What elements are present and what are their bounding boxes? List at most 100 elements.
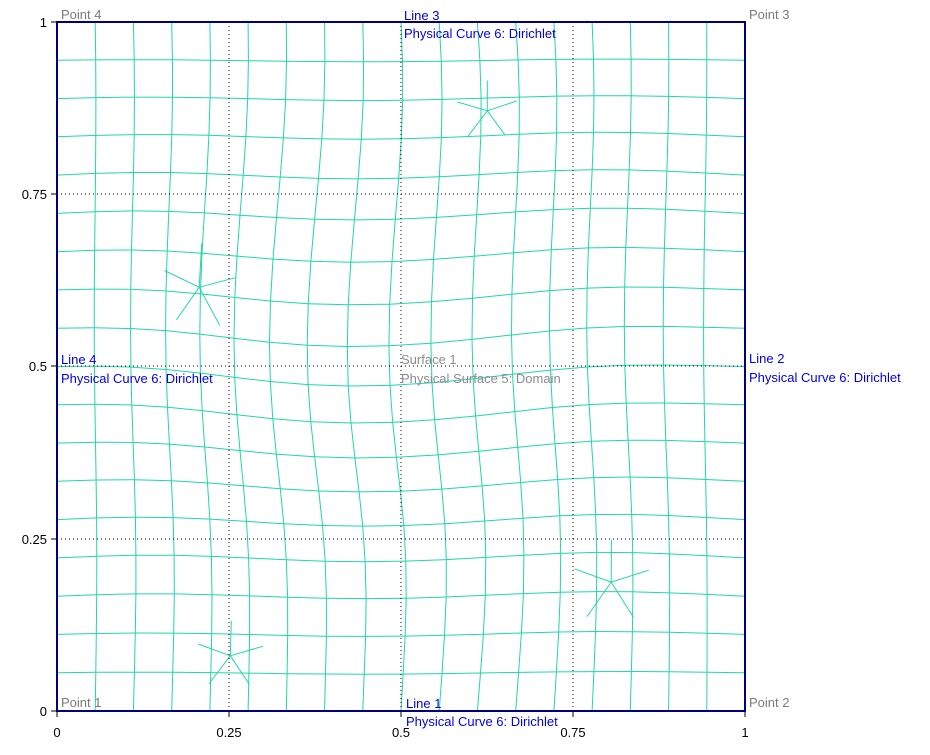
mesh-edge	[96, 480, 97, 518]
mesh-edge	[319, 178, 359, 179]
mesh-edge	[308, 385, 311, 422]
line3-name[interactable]: Line 3	[404, 8, 439, 23]
line1-name[interactable]: Line 1	[406, 696, 441, 711]
mesh-edge	[283, 100, 285, 138]
point-label-2[interactable]: Point 2	[749, 695, 789, 710]
mesh-edge	[516, 210, 554, 212]
mesh-edge	[441, 61, 442, 99]
mesh-edge	[280, 138, 283, 177]
mesh-edge	[550, 367, 587, 370]
line2-name[interactable]: Line 2	[749, 351, 784, 366]
mesh-edge	[173, 633, 174, 672]
mesh-edge	[401, 674, 403, 711]
y-tick-label-0.5: 0.5	[29, 359, 47, 374]
mesh-edge	[96, 634, 97, 673]
mesh-edge	[669, 516, 707, 518]
mesh-edge	[207, 174, 243, 176]
mesh-edge	[358, 178, 399, 179]
mesh-edge	[307, 304, 308, 346]
mesh-edge	[311, 219, 315, 261]
mesh-edge	[432, 298, 473, 302]
mesh-edge	[235, 377, 237, 414]
mesh-edge	[624, 327, 625, 366]
mesh-edge	[557, 132, 594, 133]
mesh-edge	[204, 213, 240, 215]
mesh-edge	[248, 673, 249, 711]
mesh-edge	[361, 139, 401, 140]
mesh-edge	[551, 210, 553, 250]
mesh-edge	[200, 294, 234, 298]
mesh-edge	[198, 644, 230, 656]
point-label-3[interactable]: Point 3	[749, 7, 789, 22]
mesh-edge	[325, 561, 326, 598]
mesh-edge	[523, 592, 560, 593]
mesh-edge	[552, 405, 589, 408]
mesh-edge	[211, 634, 212, 673]
line1-physical[interactable]: Physical Curve 6: Dirichlet	[406, 714, 558, 729]
mesh-edge	[479, 172, 518, 174]
mesh-edge	[166, 331, 167, 370]
surface-physical[interactable]: Physical Surface 5: Domain	[401, 371, 561, 386]
line3-physical[interactable]: Physical Curve 6: Dirichlet	[404, 26, 556, 41]
mesh-edge	[323, 526, 326, 562]
mesh-edge	[276, 454, 280, 489]
mesh-edge	[97, 517, 136, 518]
mesh-edge	[628, 440, 630, 477]
mesh-edge	[555, 170, 592, 171]
mesh-edge	[704, 289, 745, 290]
mesh-edge	[134, 633, 135, 672]
mesh-edge	[230, 646, 263, 656]
mesh-edge	[395, 178, 398, 219]
mesh-edge	[481, 134, 519, 136]
mesh-edge	[707, 633, 745, 634]
mesh-edge	[249, 558, 250, 596]
mesh-edge	[132, 405, 168, 407]
mesh-edge	[57, 250, 95, 251]
mesh-edge	[669, 554, 707, 556]
mesh-edge	[401, 138, 441, 139]
mesh-edge	[133, 211, 169, 212]
mesh-edge	[172, 672, 173, 711]
mesh-edge	[554, 672, 557, 711]
x-tick-label-0.75: 0.75	[560, 725, 585, 740]
mesh-edge	[95, 404, 132, 405]
mesh-edge	[706, 135, 745, 137]
mesh-edge	[663, 326, 703, 327]
mesh-edge	[611, 582, 633, 617]
mesh-edge	[667, 478, 705, 480]
mesh-edge	[171, 481, 173, 518]
mesh-edge	[319, 491, 323, 526]
mesh-edge	[400, 491, 403, 525]
line4-name[interactable]: Line 4	[61, 352, 96, 367]
mesh-edge	[632, 514, 633, 552]
mesh-edge	[436, 177, 439, 218]
mesh-edge	[633, 592, 670, 593]
mesh-edge	[172, 22, 173, 60]
y-tick-label-1: 1	[40, 15, 47, 30]
mesh-edge	[596, 515, 597, 553]
surface-name[interactable]: Surface 1	[401, 352, 457, 367]
mesh-edge	[207, 135, 209, 173]
line2-physical[interactable]: Physical Curve 6: Dirichlet	[749, 370, 901, 385]
mesh-edge	[405, 635, 444, 636]
mesh-edge	[311, 422, 315, 457]
mesh-edge	[524, 553, 561, 555]
mesh-edge	[174, 594, 175, 633]
mesh-edge	[243, 486, 280, 489]
mesh-edge	[325, 561, 365, 562]
mesh-edge	[319, 139, 322, 179]
mesh-edge	[246, 137, 284, 138]
mesh-edge	[664, 365, 665, 403]
mesh-edge	[234, 298, 235, 339]
mesh-edge	[208, 483, 210, 519]
x-tick-label-1: 1	[741, 725, 748, 740]
line4-physical[interactable]: Physical Curve 6: Dirichlet	[61, 371, 213, 386]
mesh-edge	[707, 97, 745, 98]
point-label-1[interactable]: Point 1	[61, 695, 101, 710]
mesh-edge	[250, 596, 288, 597]
point-label-4[interactable]: Point 4	[61, 7, 101, 22]
mesh-edge	[169, 444, 204, 447]
mesh-edge	[633, 553, 670, 554]
